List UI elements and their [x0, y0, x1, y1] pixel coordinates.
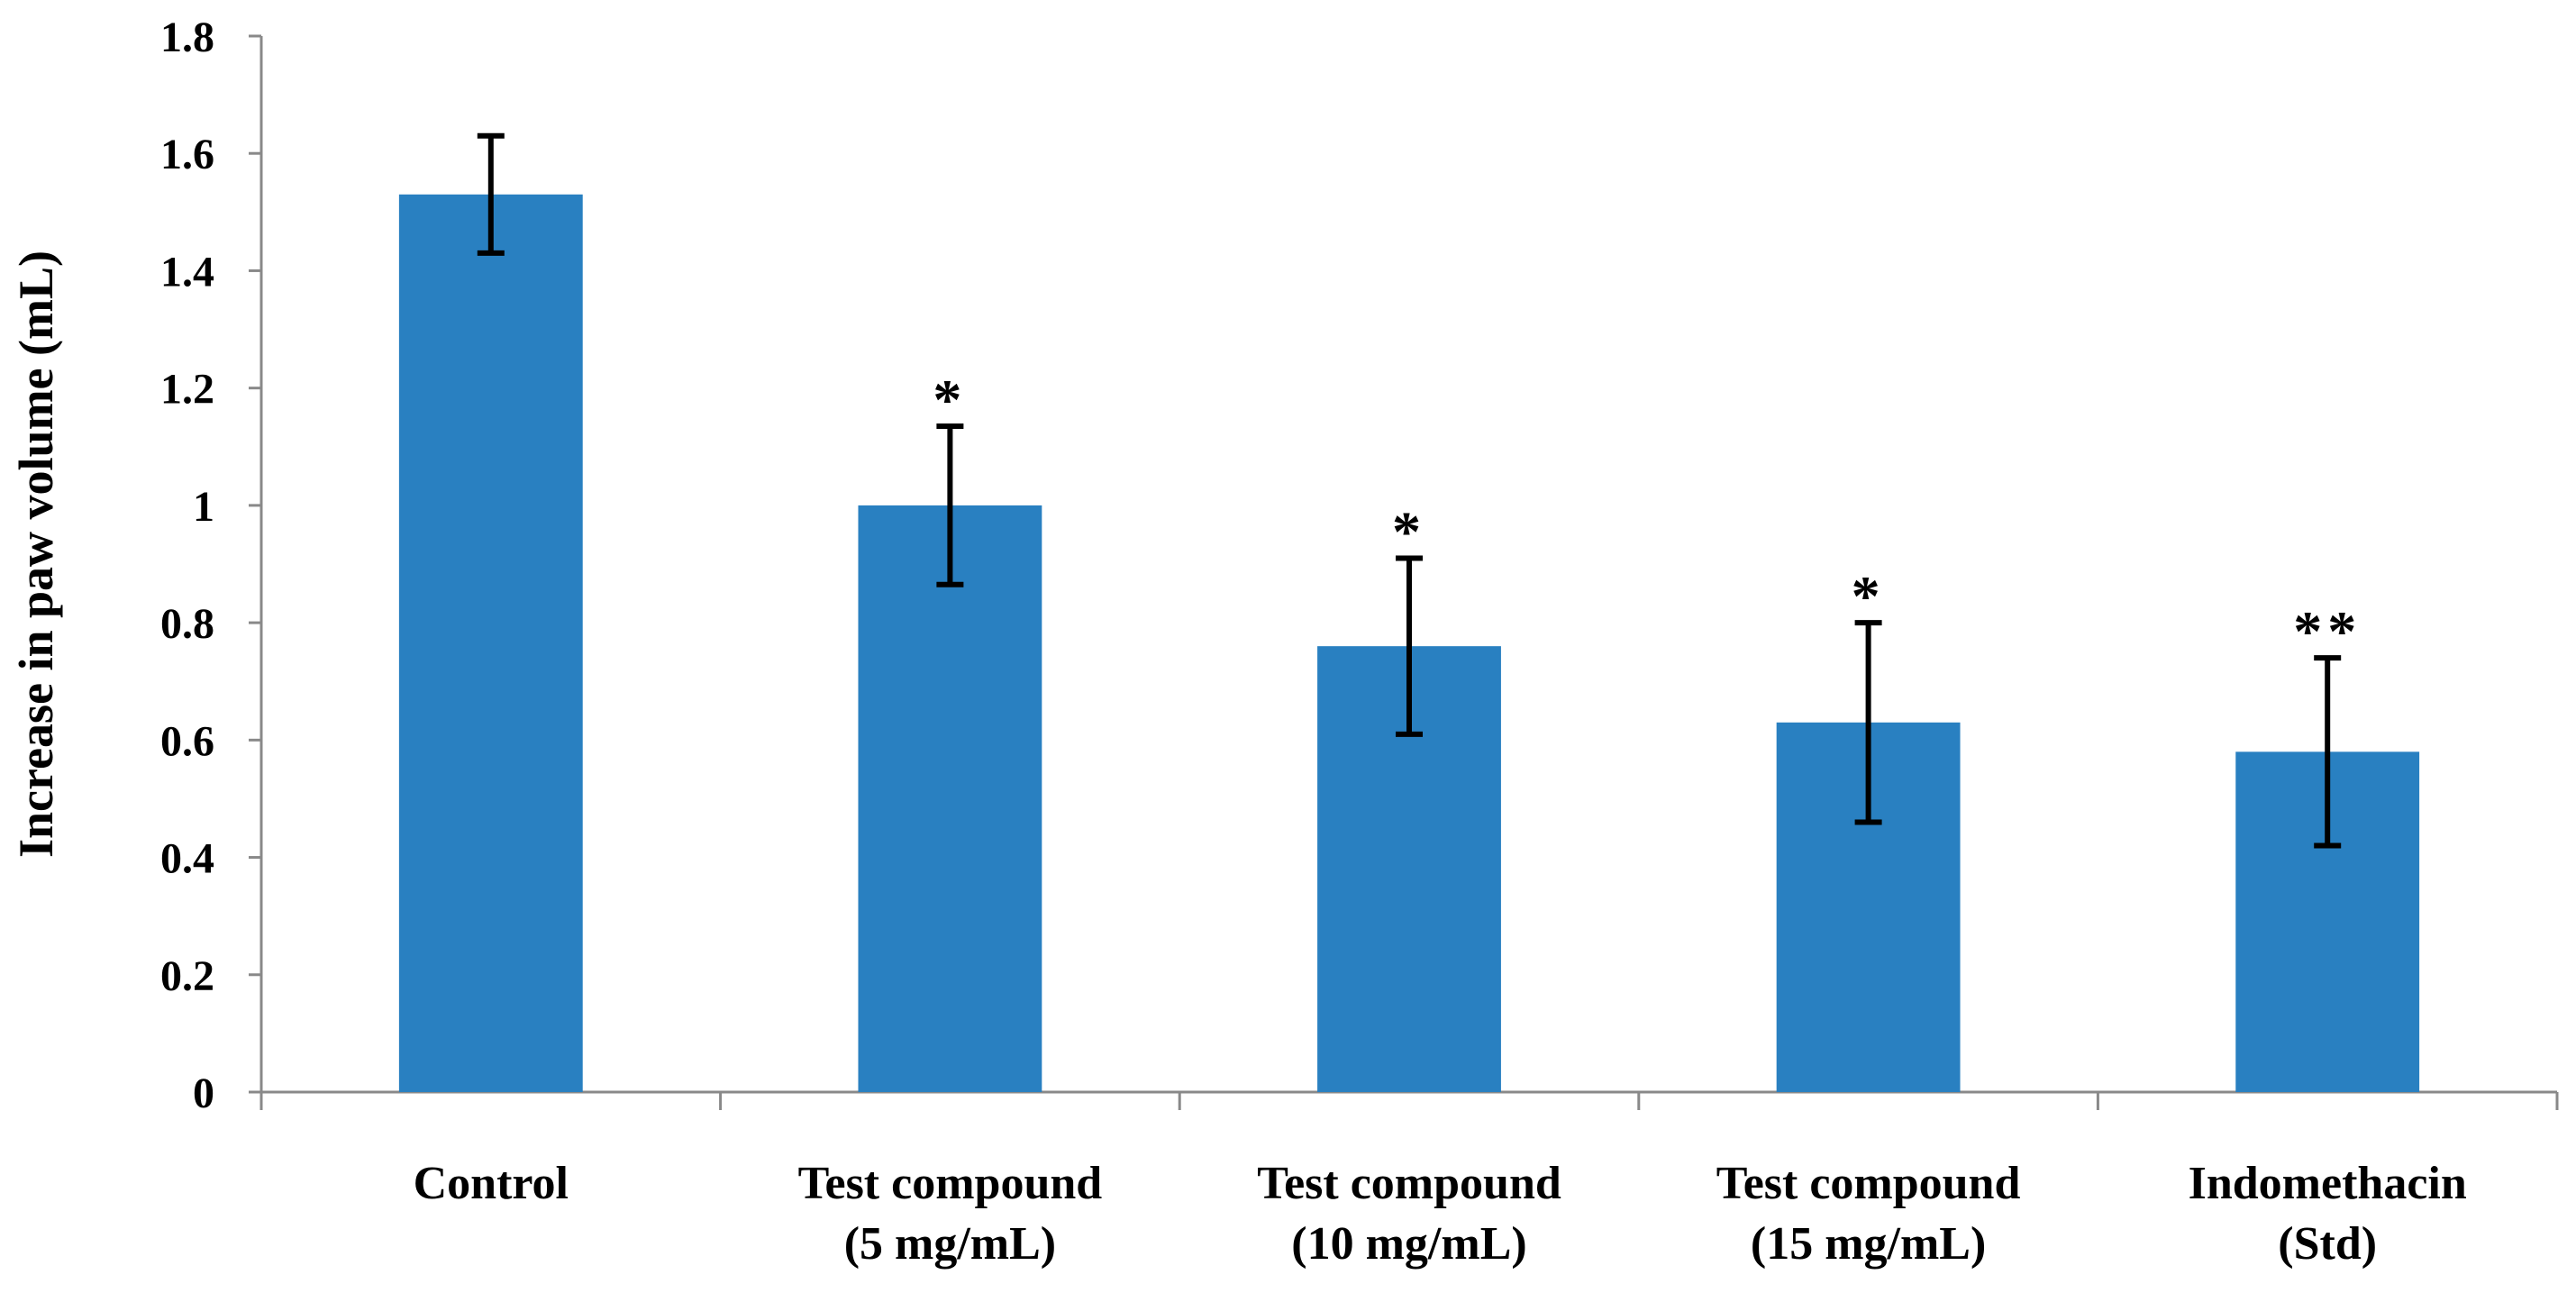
- error-bars-group: [477, 132, 2342, 849]
- significance-marker: *: [1852, 564, 1886, 628]
- y-tick-label: 1.4: [160, 248, 214, 296]
- labels-group: 0 0.2 0.4 0.6 0.8 1 1.2 1.4 1.6 1.8 Control * Test c…: [160, 14, 2467, 1270]
- significance-marker: *: [933, 368, 967, 432]
- significance-marker: *: [1392, 499, 1426, 563]
- y-tick-label: 1.2: [160, 366, 214, 414]
- y-tick-label: 0.8: [160, 600, 214, 648]
- x-category-label: Control: [414, 1158, 569, 1209]
- y-tick-label: 0.2: [160, 952, 214, 1000]
- x-category-label: (5 mg/mL): [844, 1218, 1056, 1270]
- y-axis-title: Increase in paw volume (mL): [9, 250, 63, 858]
- bars-group: [398, 194, 2420, 1093]
- bar: [398, 194, 583, 1093]
- y-tick-label: 1.6: [160, 131, 214, 178]
- x-category-label: (Std): [2278, 1218, 2377, 1270]
- x-category-label: Test compound: [1716, 1158, 2021, 1209]
- x-category-label: (15 mg/mL): [1751, 1218, 1986, 1270]
- y-tick-label: 1.8: [160, 14, 214, 61]
- x-category-label: Test compound: [798, 1158, 1103, 1209]
- y-tick-label: 0: [193, 1070, 214, 1117]
- y-tick-label: 1: [193, 483, 214, 531]
- significance-marker: **: [2293, 599, 2362, 663]
- x-category-label: (10 mg/mL): [1291, 1218, 1526, 1270]
- x-category-label: Indomethacin: [2189, 1158, 2467, 1209]
- y-tick-label: 0.6: [160, 717, 214, 765]
- y-tick-label: 0.4: [160, 835, 214, 883]
- x-category-label: Test compound: [1257, 1158, 1561, 1209]
- bar: [858, 505, 1042, 1092]
